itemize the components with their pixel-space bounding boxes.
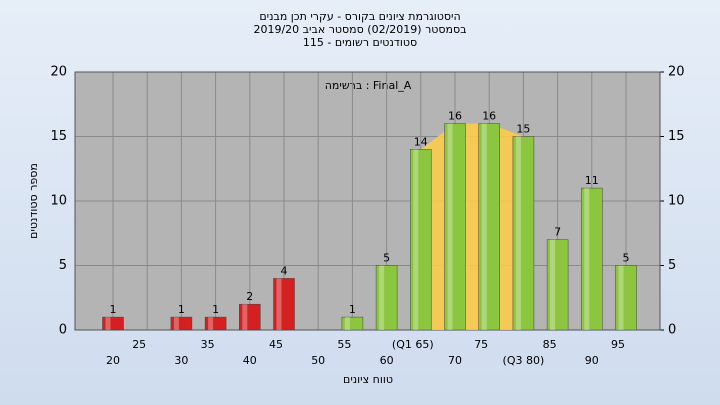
bar-highlight xyxy=(515,136,521,330)
value-label: 4 xyxy=(281,264,288,277)
x-tick-label: (Q3 80) xyxy=(503,354,545,367)
quartile-area xyxy=(420,123,524,330)
x-tick-label: 75 xyxy=(474,338,488,351)
plot-frame xyxy=(74,71,661,331)
bar-highlight xyxy=(379,265,385,330)
y-axis-label: מספר סטודנטים xyxy=(27,163,40,239)
bar-highlight xyxy=(208,317,214,330)
bar xyxy=(615,265,637,331)
bar xyxy=(546,239,569,331)
bar xyxy=(273,278,295,331)
bar xyxy=(170,316,193,331)
y-tick-label: 0 xyxy=(59,323,67,338)
bar-highlight xyxy=(105,317,111,330)
bar xyxy=(581,187,603,331)
y-tick-label: 5 xyxy=(59,258,67,273)
bar-highlight xyxy=(344,317,350,330)
value-label: 16 xyxy=(482,110,496,123)
x-tick-label: 20 xyxy=(106,354,120,367)
chart-subtitle: בסמסטר (02/2019) סמסטר אביב 2019/20 xyxy=(253,23,466,36)
x-tick-label: 45 xyxy=(269,338,283,351)
value-label: 1 xyxy=(178,303,185,316)
x-tick-label: 35 xyxy=(201,338,215,351)
value-label: 15 xyxy=(516,123,530,136)
bar-highlight xyxy=(584,188,590,330)
chart-title: היסטוגרמת ציונים בקורס - עקרי תכן מבנים xyxy=(259,10,460,23)
value-label: 1 xyxy=(349,303,356,316)
x-tick-label: 90 xyxy=(585,354,599,367)
x-tick-label: 70 xyxy=(448,354,462,367)
y2-tick-label: 15 xyxy=(668,129,685,144)
value-label: 5 xyxy=(623,252,630,265)
value-label: 11 xyxy=(585,174,599,187)
value-label: 7 xyxy=(554,226,561,239)
x-tick-label: 95 xyxy=(611,338,625,351)
x-tick-label: 50 xyxy=(311,354,325,367)
bar xyxy=(102,316,124,331)
bar xyxy=(375,265,398,331)
bar-highlight xyxy=(173,317,179,330)
bar xyxy=(444,123,466,331)
value-label: 14 xyxy=(414,135,428,148)
value-label: 1 xyxy=(212,303,219,316)
annotation: ברשימה : Final_A xyxy=(325,79,412,92)
value-label: 2 xyxy=(246,290,253,303)
bar-highlight xyxy=(618,265,624,330)
y2-tick-label: 0 xyxy=(668,323,676,338)
y2-tick-label: 20 xyxy=(668,65,685,80)
y2-tick-label: 10 xyxy=(668,194,685,209)
bar xyxy=(341,316,364,331)
chart-subtitle: סטודנטים רשומים - 115 xyxy=(303,36,417,49)
bar-highlight xyxy=(276,278,282,330)
x-tick-label: 55 xyxy=(337,338,351,351)
bar xyxy=(204,316,227,331)
bar-highlight xyxy=(413,149,419,330)
y2-tick-label: 5 xyxy=(668,258,676,273)
bar-highlight xyxy=(447,123,453,330)
y-tick-label: 20 xyxy=(50,65,67,80)
bar xyxy=(239,303,261,331)
x-tick-label: (Q1 65) xyxy=(392,338,434,351)
x-axis-label: טווח ציונים xyxy=(343,373,393,386)
value-label: 5 xyxy=(383,252,390,265)
bar xyxy=(478,123,500,331)
x-tick-label: 30 xyxy=(174,354,188,367)
x-tick-label: 40 xyxy=(243,354,257,367)
x-tick-label: 25 xyxy=(132,338,146,351)
bar xyxy=(410,149,432,331)
x-tick-label: 85 xyxy=(543,338,557,351)
y-tick-label: 10 xyxy=(50,194,67,209)
bar-highlight xyxy=(550,239,556,330)
x-tick-label: 60 xyxy=(380,354,394,367)
value-label: 1 xyxy=(110,303,117,316)
bar-highlight xyxy=(242,304,248,330)
bar xyxy=(512,136,535,331)
y-tick-label: 15 xyxy=(50,129,67,144)
bar-highlight xyxy=(481,123,487,330)
value-label: 16 xyxy=(448,110,462,123)
